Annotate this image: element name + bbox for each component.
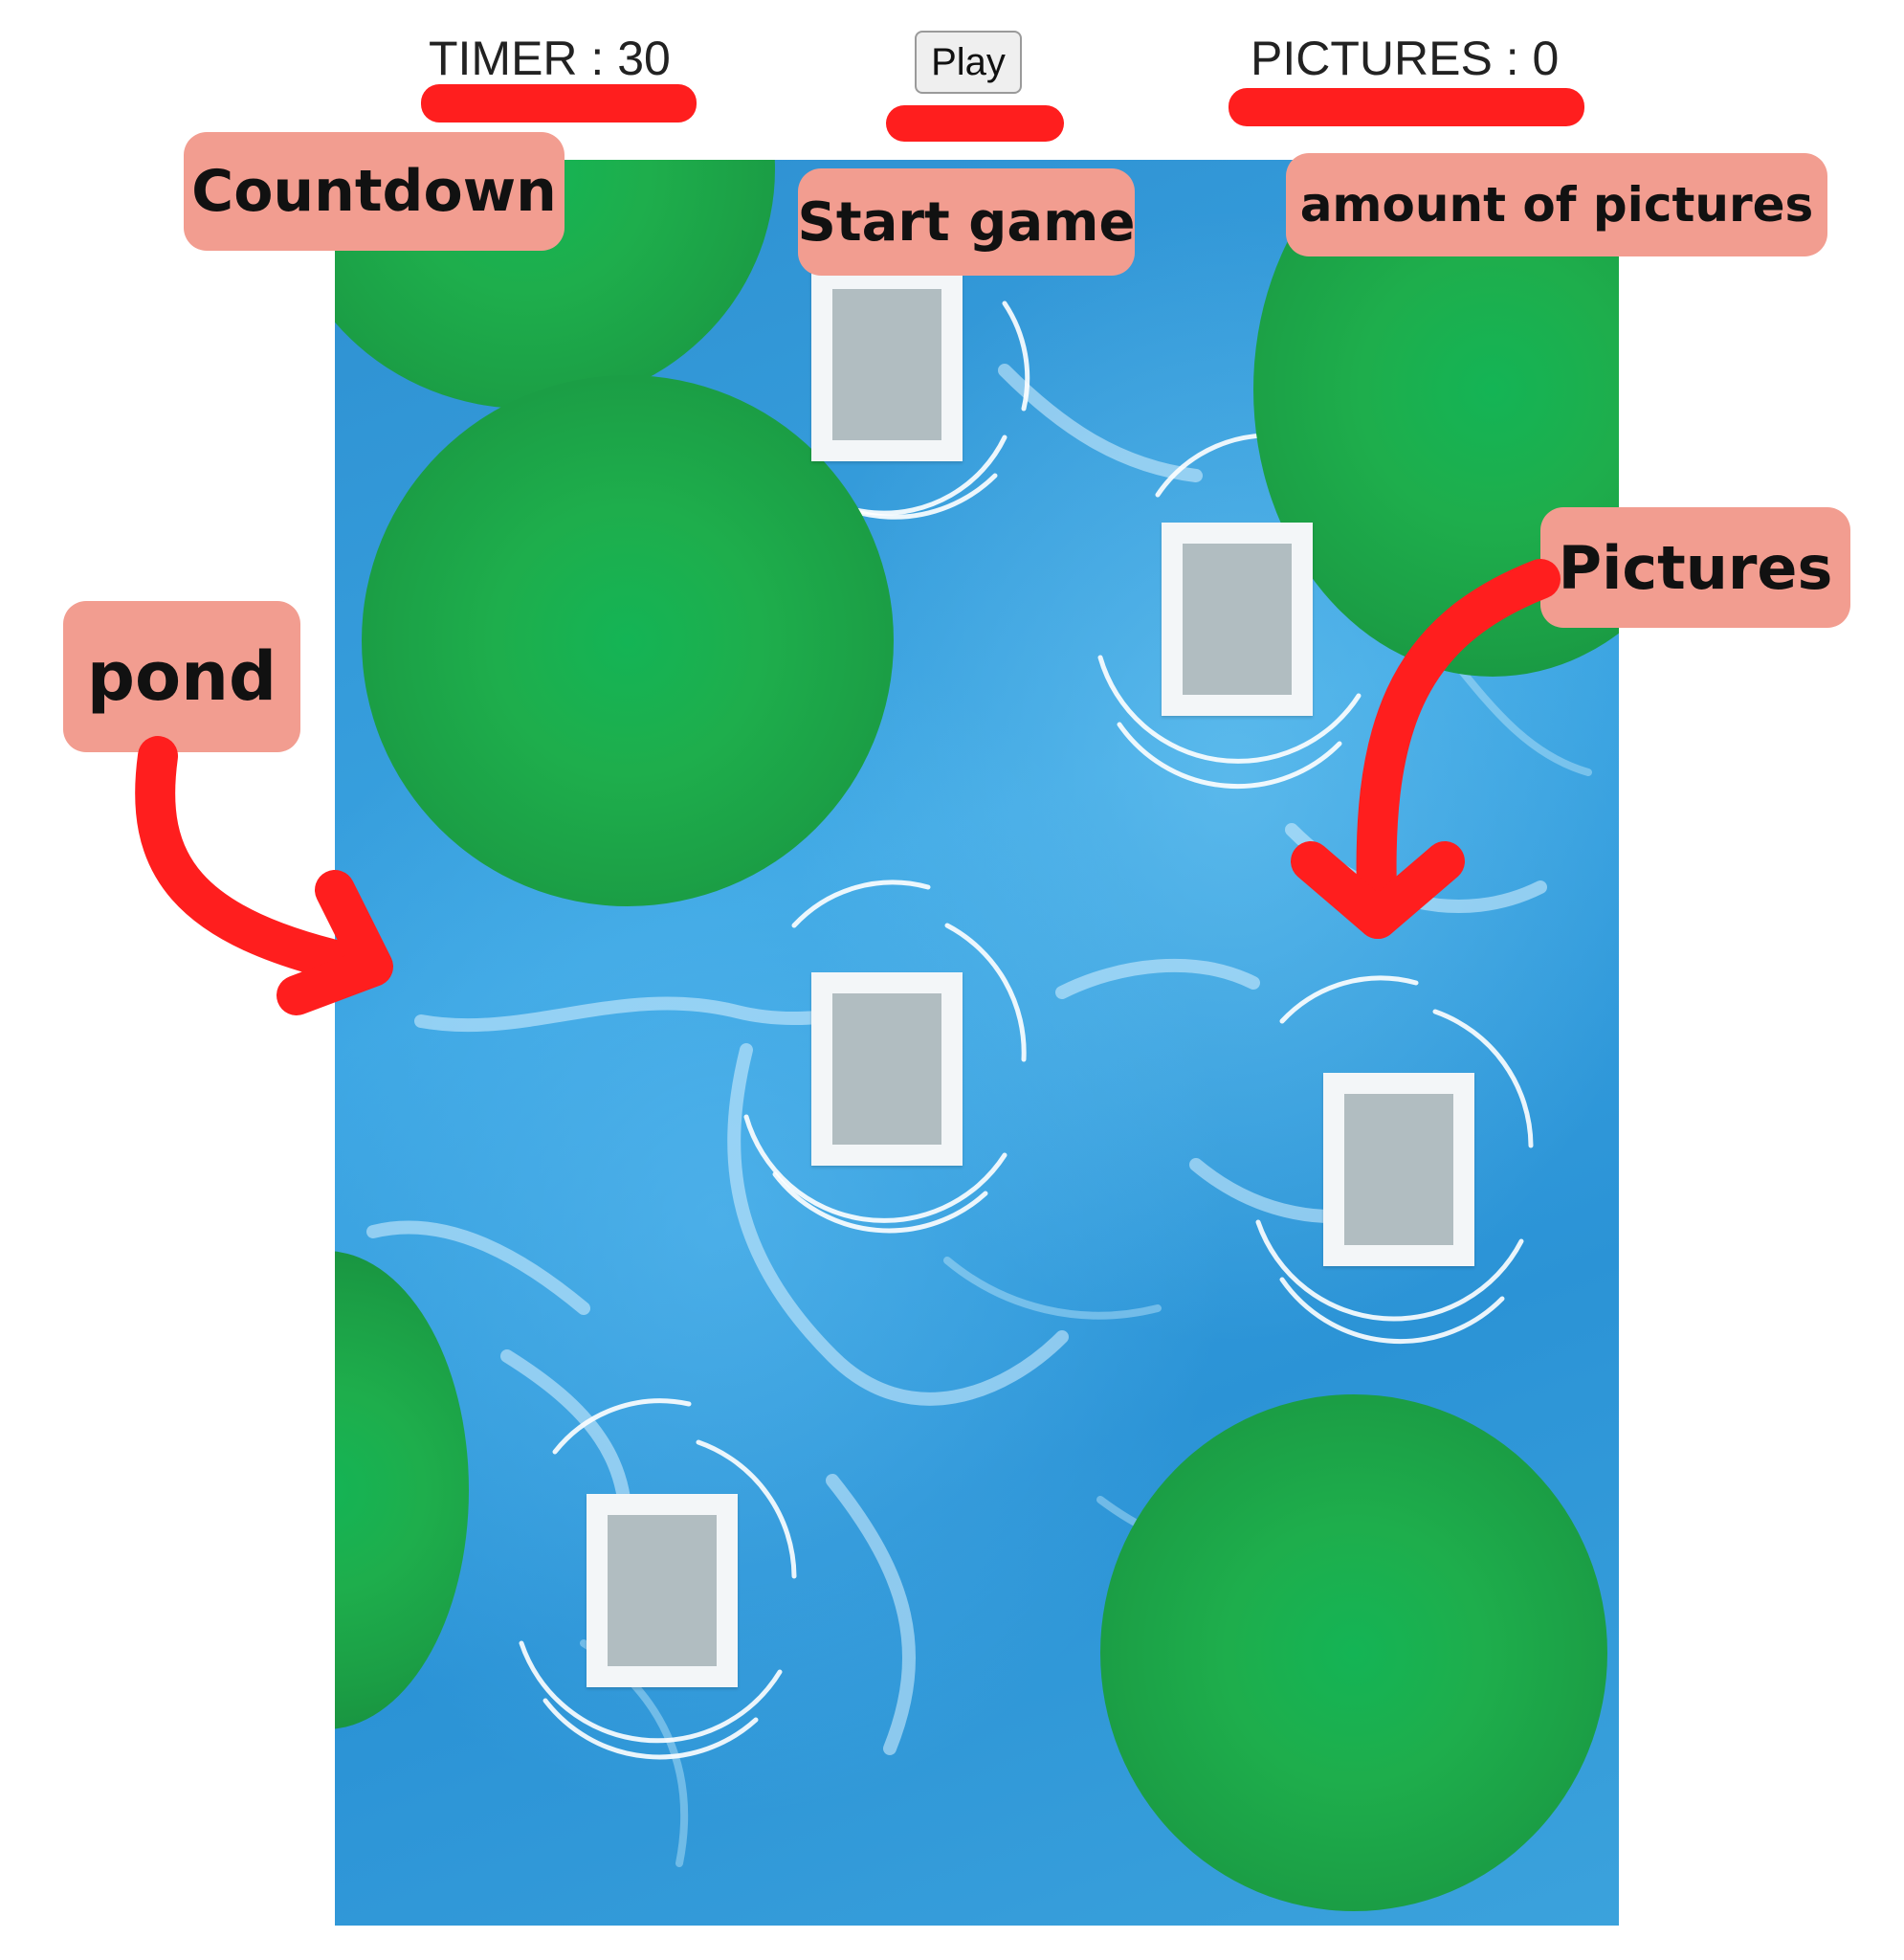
photo-frame-icon [1344,1094,1453,1245]
photo-frame-icon [832,993,941,1145]
annotation-pictures: Pictures [1540,507,1850,628]
annotation-pond: pond [63,601,300,752]
picture-frame-2[interactable] [1162,523,1313,716]
annotation-start-game: Start game [798,168,1136,276]
photo-frame-icon [1183,544,1292,695]
picture-frame-4[interactable] [1323,1073,1474,1266]
pictures-underline [1229,88,1584,126]
play-button[interactable]: Play [915,31,1022,94]
timer-underline [421,84,697,122]
photo-frame-icon [832,289,941,440]
lily-pad [1100,1394,1607,1911]
picture-frame-5[interactable] [587,1494,738,1687]
play-underline [886,105,1064,142]
lily-pad [362,375,894,906]
annotation-amount-of-pictures: amount of pictures [1286,153,1827,256]
annotation-countdown: Countdown [184,132,565,251]
picture-frame-1[interactable] [811,268,963,461]
pond [335,160,1619,1926]
timer-display: TIMER : 30 [429,32,671,85]
picture-frame-3[interactable] [811,972,963,1166]
photo-frame-icon [608,1515,717,1666]
pictures-counter: PICTURES : 0 [1251,32,1560,85]
